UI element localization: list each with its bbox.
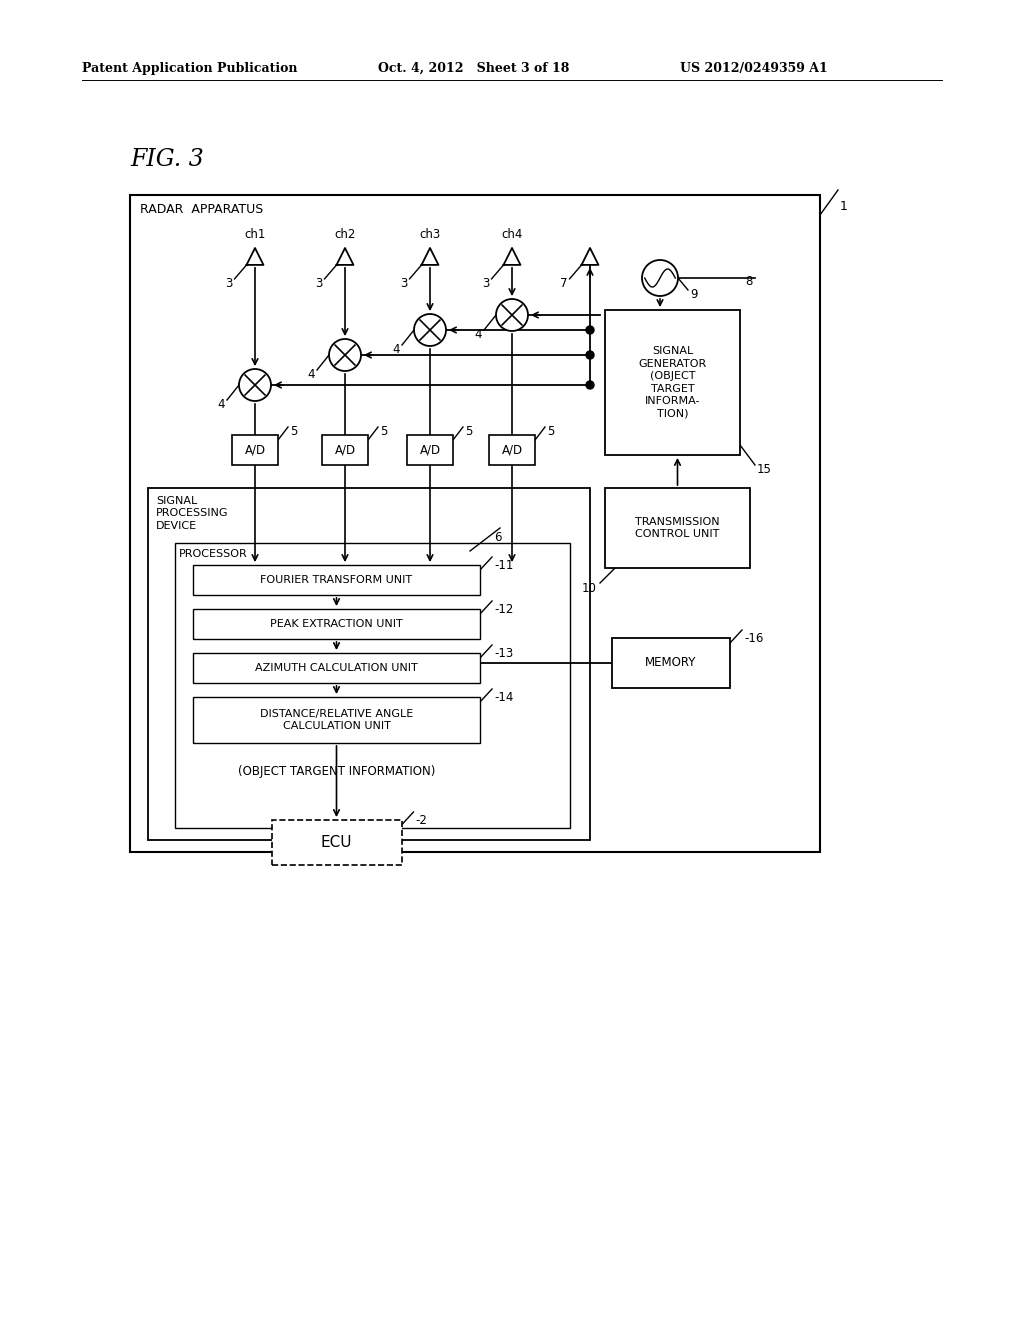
Text: ch2: ch2 — [334, 228, 355, 242]
Text: ch3: ch3 — [420, 228, 440, 242]
Text: PROCESSOR: PROCESSOR — [179, 549, 248, 558]
Text: A/D: A/D — [420, 444, 440, 457]
Text: SIGNAL
PROCESSING
DEVICE: SIGNAL PROCESSING DEVICE — [156, 496, 228, 531]
Text: 7: 7 — [560, 277, 567, 290]
Circle shape — [239, 370, 271, 401]
Bar — [612, 638, 730, 688]
Text: ECU: ECU — [321, 836, 352, 850]
Text: A/D: A/D — [335, 444, 355, 457]
Circle shape — [586, 326, 594, 334]
Text: FOURIER TRANSFORM UNIT: FOURIER TRANSFORM UNIT — [260, 576, 413, 585]
Text: 4: 4 — [392, 343, 400, 356]
Text: SIGNAL
GENERATOR
(OBJECT
TARGET
INFORMA-
TION): SIGNAL GENERATOR (OBJECT TARGET INFORMA-… — [638, 346, 707, 418]
Text: 4: 4 — [307, 368, 315, 381]
Text: 4: 4 — [474, 327, 482, 341]
Text: Oct. 4, 2012   Sheet 3 of 18: Oct. 4, 2012 Sheet 3 of 18 — [378, 62, 569, 75]
Text: 5: 5 — [290, 425, 297, 438]
Bar — [605, 310, 740, 455]
Bar — [407, 436, 453, 465]
Text: ch4: ch4 — [502, 228, 522, 242]
Text: -13: -13 — [494, 647, 513, 660]
Text: 5: 5 — [380, 425, 387, 438]
Text: PEAK EXTRACTION UNIT: PEAK EXTRACTION UNIT — [270, 619, 402, 630]
Text: A/D: A/D — [502, 444, 522, 457]
Text: 3: 3 — [315, 277, 323, 290]
Text: 1: 1 — [840, 201, 848, 213]
Bar — [130, 195, 820, 851]
Text: 5: 5 — [465, 425, 472, 438]
Text: -2: -2 — [416, 814, 427, 828]
Text: 5: 5 — [547, 425, 554, 438]
Text: RADAR  APPARATUS: RADAR APPARATUS — [140, 203, 263, 216]
Bar — [322, 436, 368, 465]
Text: (OBJECT TARGENT INFORMATION): (OBJECT TARGENT INFORMATION) — [238, 766, 435, 777]
Text: DISTANCE/RELATIVE ANGLE
CALCULATION UNIT: DISTANCE/RELATIVE ANGLE CALCULATION UNIT — [260, 709, 413, 731]
Bar — [489, 436, 535, 465]
Text: FIG. 3: FIG. 3 — [130, 148, 204, 172]
Text: 3: 3 — [482, 277, 489, 290]
Text: 3: 3 — [400, 277, 408, 290]
Circle shape — [586, 381, 594, 389]
Text: -16: -16 — [744, 632, 763, 645]
Text: US 2012/0249359 A1: US 2012/0249359 A1 — [680, 62, 827, 75]
Bar — [193, 565, 480, 595]
Bar — [175, 543, 570, 828]
Text: -14: -14 — [494, 690, 513, 704]
Circle shape — [329, 339, 361, 371]
Circle shape — [642, 260, 678, 296]
Text: 3: 3 — [225, 277, 232, 290]
Text: MEMORY: MEMORY — [645, 656, 696, 669]
Text: 4: 4 — [217, 399, 225, 411]
Text: 8: 8 — [745, 275, 753, 288]
Bar — [271, 820, 401, 865]
Bar — [193, 609, 480, 639]
Text: AZIMUTH CALCULATION UNIT: AZIMUTH CALCULATION UNIT — [255, 663, 418, 673]
Text: ch1: ch1 — [245, 228, 265, 242]
Text: 6: 6 — [494, 531, 502, 544]
Circle shape — [496, 300, 528, 331]
Bar — [193, 697, 480, 743]
Text: 10: 10 — [582, 582, 597, 595]
Text: -12: -12 — [494, 603, 513, 616]
Circle shape — [414, 314, 446, 346]
Circle shape — [586, 351, 594, 359]
Bar — [605, 488, 750, 568]
Bar — [193, 653, 480, 682]
Text: -11: -11 — [494, 558, 513, 572]
Text: 15: 15 — [757, 463, 772, 477]
Text: A/D: A/D — [245, 444, 265, 457]
Text: TRANSMISSION
CONTROL UNIT: TRANSMISSION CONTROL UNIT — [635, 517, 720, 539]
Bar — [148, 488, 590, 840]
Text: Patent Application Publication: Patent Application Publication — [82, 62, 298, 75]
Text: 9: 9 — [690, 288, 697, 301]
Bar — [232, 436, 278, 465]
